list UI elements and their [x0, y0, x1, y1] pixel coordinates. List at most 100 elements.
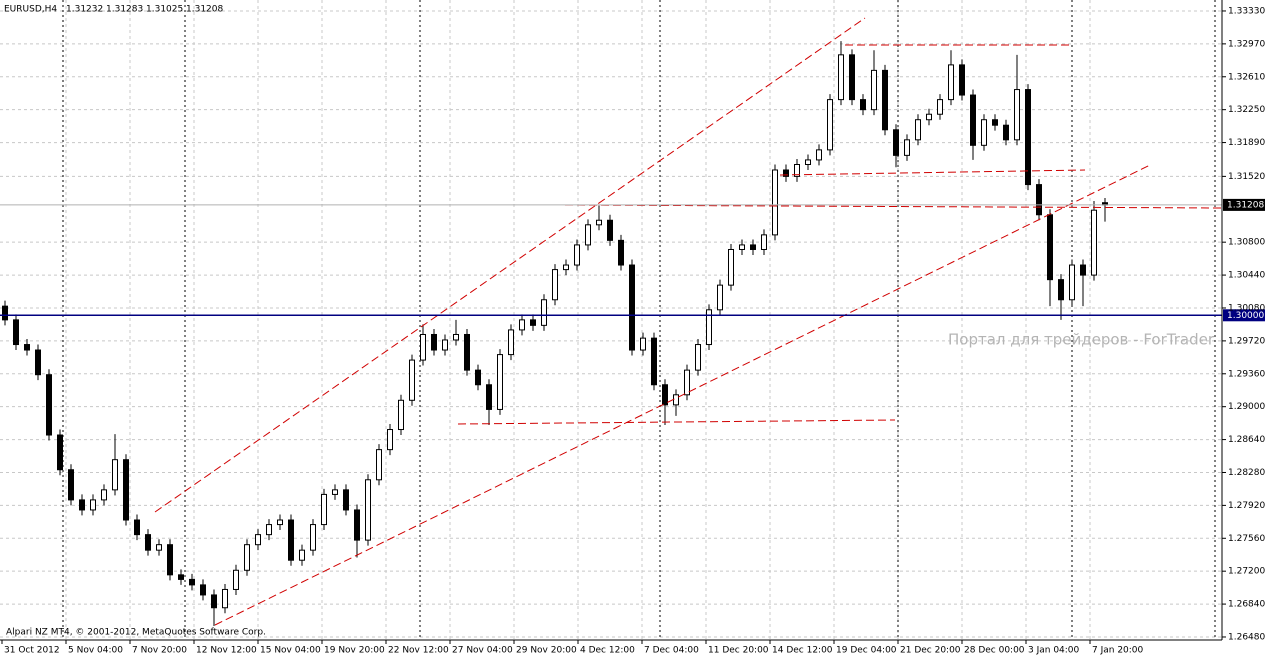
x-tick-label: 12 Nov 12:00	[196, 646, 257, 656]
candle-body	[321, 493, 327, 526]
x-tick-label: 21 Dec 20:00	[900, 646, 961, 656]
x-tick-label: 3 Jan 04:00	[1028, 646, 1080, 656]
candle-body	[354, 509, 360, 541]
candle-body	[1025, 89, 1031, 186]
x-tick-label: 29 Nov 20:00	[516, 646, 577, 656]
x-tick-label: 7 Nov 20:00	[132, 646, 187, 656]
candle-body	[299, 549, 305, 561]
x-tick-label: 19 Nov 20:00	[324, 646, 385, 656]
y-tick-label: 1.29720	[1228, 336, 1265, 346]
credit: Alpari NZ MT4, © 2001-2012, MetaQuotes S…	[6, 628, 266, 638]
y-tick-label: 1.26480	[1228, 632, 1265, 642]
x-tick-label: 5 Nov 04:00	[68, 646, 123, 656]
candle-body	[728, 248, 734, 286]
x-tick-label: 15 Nov 04:00	[260, 646, 321, 656]
candle-body	[992, 119, 998, 126]
candle-body	[222, 588, 228, 609]
candle-body	[651, 337, 657, 386]
candle-body	[255, 534, 261, 546]
y-tick-label: 1.27560	[1228, 534, 1265, 544]
candle-body	[266, 524, 272, 536]
candle-body	[101, 489, 107, 501]
candle-body	[541, 299, 547, 326]
candle-body	[849, 54, 855, 101]
candle-body	[156, 544, 162, 551]
x-tick-label: 7 Jan 20:00	[1092, 646, 1144, 656]
candle-body	[13, 319, 19, 346]
candle-body	[904, 139, 910, 156]
y-tick-label: 1.27920	[1228, 501, 1265, 511]
candle-body	[35, 349, 41, 376]
candle-body	[464, 333, 470, 371]
candle-body	[816, 149, 822, 161]
candle-body	[783, 169, 789, 177]
overlay: 1.31208 1.30000	[0, 198, 1265, 322]
candle-body	[420, 333, 426, 361]
candle-body	[860, 99, 866, 111]
y-tick-label: 1.26840	[1228, 600, 1265, 610]
candle-body	[585, 224, 591, 246]
candle-body	[343, 489, 349, 511]
candle-body	[662, 384, 668, 406]
candle-body	[189, 578, 195, 586]
candle-body	[937, 99, 943, 115]
y-tick-label: 1.31520	[1228, 172, 1265, 182]
candle-body	[915, 119, 921, 141]
candle-body	[57, 434, 63, 471]
candle-body	[233, 569, 239, 590]
bid-label: 1.31208	[1227, 200, 1264, 210]
candle-body	[288, 519, 294, 561]
x-tick-label: 11 Dec 20:00	[708, 646, 769, 656]
candle-body	[134, 519, 140, 536]
candle-body	[1047, 214, 1053, 281]
candle-body	[530, 319, 536, 326]
y-tick-label: 1.30080	[1228, 303, 1265, 313]
x-tick-label: 19 Dec 04:00	[836, 646, 897, 656]
candle-body	[24, 344, 30, 351]
candle-body	[717, 284, 723, 311]
candle-body	[552, 269, 558, 301]
y-tick-label: 1.29000	[1228, 402, 1265, 412]
candle-body	[706, 309, 712, 346]
candle-body	[398, 399, 404, 431]
x-tick-label: 27 Nov 04:00	[452, 646, 513, 656]
candle-body	[596, 219, 602, 226]
y-tick-label: 1.32250	[1228, 105, 1265, 115]
close-price: 1.31208	[186, 5, 223, 15]
x-tick-label: 22 Nov 12:00	[388, 646, 449, 656]
hline-label: 1.30000	[1227, 311, 1264, 321]
candle-body	[332, 489, 338, 495]
candle-body	[431, 333, 437, 351]
candle-body	[497, 354, 503, 410]
x-tick-label: 14 Dec 12:00	[772, 646, 833, 656]
candles	[2, 41, 1108, 627]
candle-body	[112, 459, 118, 491]
separators	[62, 0, 1216, 640]
candle-body	[68, 469, 74, 501]
y-tick-label: 1.30800	[1228, 238, 1265, 248]
candle-body	[772, 169, 778, 236]
candle-body	[244, 544, 250, 571]
candle-body	[453, 333, 459, 341]
candle-body	[1003, 124, 1009, 141]
channel-lower	[214, 164, 1151, 626]
candle-body	[574, 244, 580, 266]
candle-body	[1091, 209, 1097, 276]
candle-body	[1069, 264, 1075, 301]
open-price: 1.31232	[66, 5, 103, 15]
candle-body	[739, 244, 745, 250]
y-tick-label: 1.32610	[1228, 72, 1265, 82]
candle-body	[970, 94, 976, 146]
candle-body	[1014, 89, 1020, 141]
candle-body	[838, 54, 844, 101]
y-tick-label: 1.27200	[1228, 567, 1265, 577]
candle-body	[948, 64, 954, 101]
candle-body	[750, 244, 756, 250]
candle-body	[145, 534, 151, 551]
candle-body	[1080, 264, 1086, 276]
support-line	[779, 169, 1086, 176]
channel-upper	[154, 17, 866, 513]
candle-body	[409, 359, 415, 401]
y-tick-label: 1.33330	[1228, 6, 1265, 16]
candle-body	[640, 337, 646, 351]
